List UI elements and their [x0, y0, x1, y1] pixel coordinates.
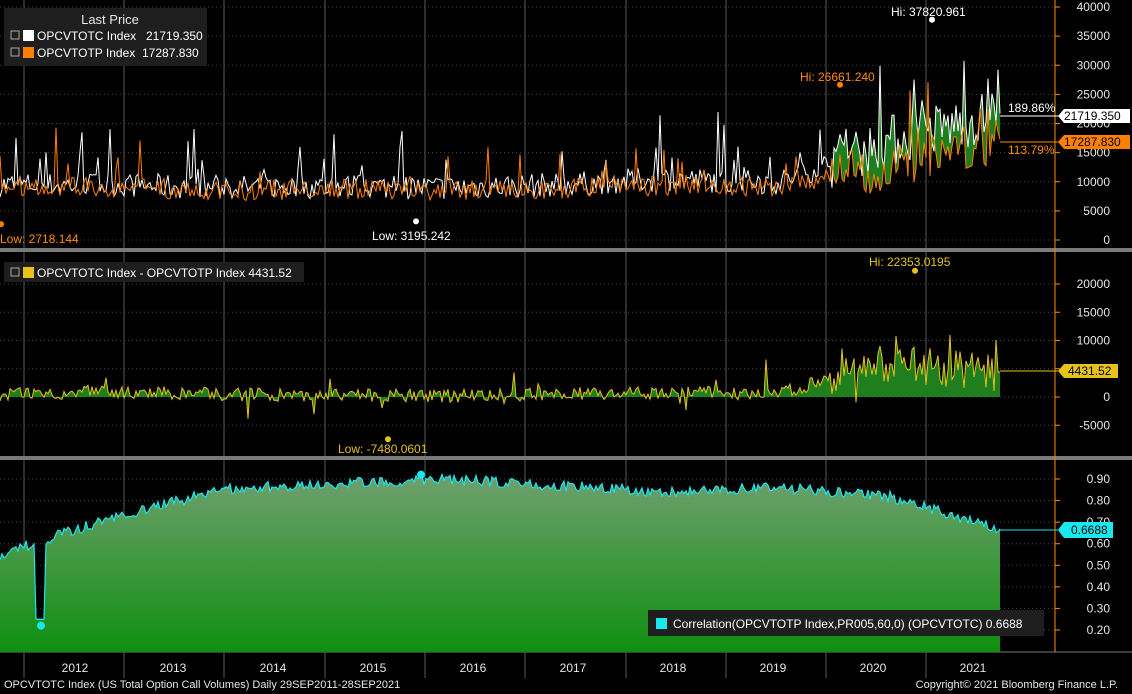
legend-swatch-white	[23, 30, 34, 41]
series-line-correlation	[0, 472, 1001, 620]
y-tick-label: 0.30	[1087, 601, 1111, 615]
footer-copyright: Copyright© 2021 Bloomberg Finance L.P.	[915, 679, 1118, 691]
y-tick-label: 0.50	[1087, 558, 1111, 572]
low-point-white	[413, 218, 419, 225]
y-tick-label: 40000	[1077, 0, 1111, 14]
panel-separator	[0, 248, 1132, 252]
legend-value-opcvtotc: 21719.350	[146, 29, 203, 43]
last-value-tag-orange	[1058, 135, 1130, 149]
y-tick-label: 0.60	[1087, 537, 1111, 551]
low-label-white: Low: 3195.242	[372, 229, 451, 243]
pct-label-white: 189.86%	[1008, 101, 1056, 115]
legend-correlation: Correlation(OPCVTOTP Index,PR005,60,0) (…	[673, 617, 1023, 631]
x-tick-label: 2016	[460, 661, 487, 675]
axes: 0 5000 10000 15000 20000 25000 30000 35000 40000…	[23, 0, 1111, 678]
y-tick-label: 15000	[1077, 146, 1111, 160]
low-label-orange: Low: 2718.144	[0, 232, 79, 246]
panel-spread	[0, 267, 1001, 443]
legend-swatch-yellow	[23, 267, 34, 278]
panel-correlation	[0, 470, 1058, 652]
y-tick-label: 0.40	[1087, 580, 1111, 594]
last-value-tag-white	[1058, 109, 1130, 123]
hi-point-white	[929, 16, 935, 23]
last-value-spread: 4431.52	[1068, 364, 1112, 378]
y-tick-label: 30000	[1077, 58, 1111, 72]
legend-label-opcvtotc: OPCVTOTC Index	[37, 29, 136, 43]
footer-description: OPCVTOTC Index (US Total Option Call Vol…	[4, 679, 401, 691]
x-tick-label: 2019	[760, 661, 787, 675]
panel-separator	[0, 456, 1132, 460]
x-tick-label: 2018	[660, 661, 687, 675]
y-tick-label: 10000	[1077, 334, 1111, 348]
hi-point-correlation	[417, 470, 425, 479]
low-label-spread: Low: -7480.0601	[338, 442, 428, 456]
y-tick-label: 10000	[1077, 175, 1111, 189]
panel-price	[0, 16, 1001, 228]
legend-toggle-icon[interactable]	[10, 47, 20, 57]
y-tick-label: 0.80	[1087, 494, 1111, 508]
y-tick-label: 15000	[1077, 305, 1111, 319]
hi-label-spread: Hi: 22353.0195	[869, 255, 951, 269]
series-line-opcvtotc	[0, 60, 1001, 200]
last-value-tag-spread	[1058, 364, 1118, 378]
hi-label-white: Hi: 37820.961	[891, 5, 966, 19]
low-point-orange	[0, 221, 4, 228]
x-tick-label: 2015	[360, 661, 387, 675]
series-fill-spread	[832, 60, 1000, 194]
last-value-correlation: 0.6688	[1071, 523, 1108, 537]
y-tick-label: -5000	[1079, 418, 1110, 432]
hi-label-orange: Hi: 26661.240	[800, 70, 875, 84]
x-tick-label: 2013	[160, 661, 187, 675]
x-tick-label: 2017	[560, 661, 587, 675]
pct-label-orange: 113.79%	[1008, 143, 1055, 157]
last-value-tag-correlation	[1058, 522, 1113, 538]
legend-swatch-cyan	[656, 618, 667, 629]
legend-box-correlation	[648, 610, 1044, 636]
last-value-white: 21719.350	[1064, 109, 1121, 123]
series-fill-correlation	[0, 474, 1000, 652]
legend-box-price	[4, 8, 207, 66]
last-value-orange: 17287.830	[1064, 135, 1121, 149]
y-tick-label: 0	[1103, 233, 1110, 247]
legend-title: Last Price	[81, 12, 139, 27]
y-tick-label: 35000	[1077, 29, 1111, 43]
legend-spread: OPCVTOTC Index - OPCVTOTP Index 4431.52	[37, 266, 292, 280]
y-tick-label: 0.20	[1087, 623, 1111, 637]
x-tick-label: 2020	[860, 661, 887, 675]
y-tick-label: 25000	[1077, 87, 1111, 101]
legend-value-opcvtotp: 17287.830	[142, 46, 199, 60]
legend-toggle-icon[interactable]	[10, 267, 20, 277]
series-line-spread	[0, 334, 1001, 419]
y-tick-label: 5000	[1083, 204, 1110, 218]
y-tick-label: 20000	[1077, 277, 1111, 291]
x-tick-label: 2014	[260, 661, 287, 675]
hi-point-orange	[837, 81, 843, 88]
legend-toggle-icon[interactable]	[10, 30, 20, 40]
y-tick-label: 0	[1103, 390, 1110, 404]
legend-label-opcvtotp: OPCVTOTP Index	[37, 46, 135, 60]
series-line-opcvtotp	[0, 82, 1001, 202]
low-point-correlation	[37, 621, 45, 630]
x-tick-label: 2012	[62, 661, 89, 675]
legend-box-spread	[4, 262, 304, 282]
legend-swatch-orange	[23, 47, 34, 58]
hi-point-spread	[912, 267, 918, 274]
low-point-spread	[385, 436, 391, 443]
x-tick-label: 2021	[960, 661, 987, 675]
y-tick-label: 0.90	[1087, 472, 1111, 486]
